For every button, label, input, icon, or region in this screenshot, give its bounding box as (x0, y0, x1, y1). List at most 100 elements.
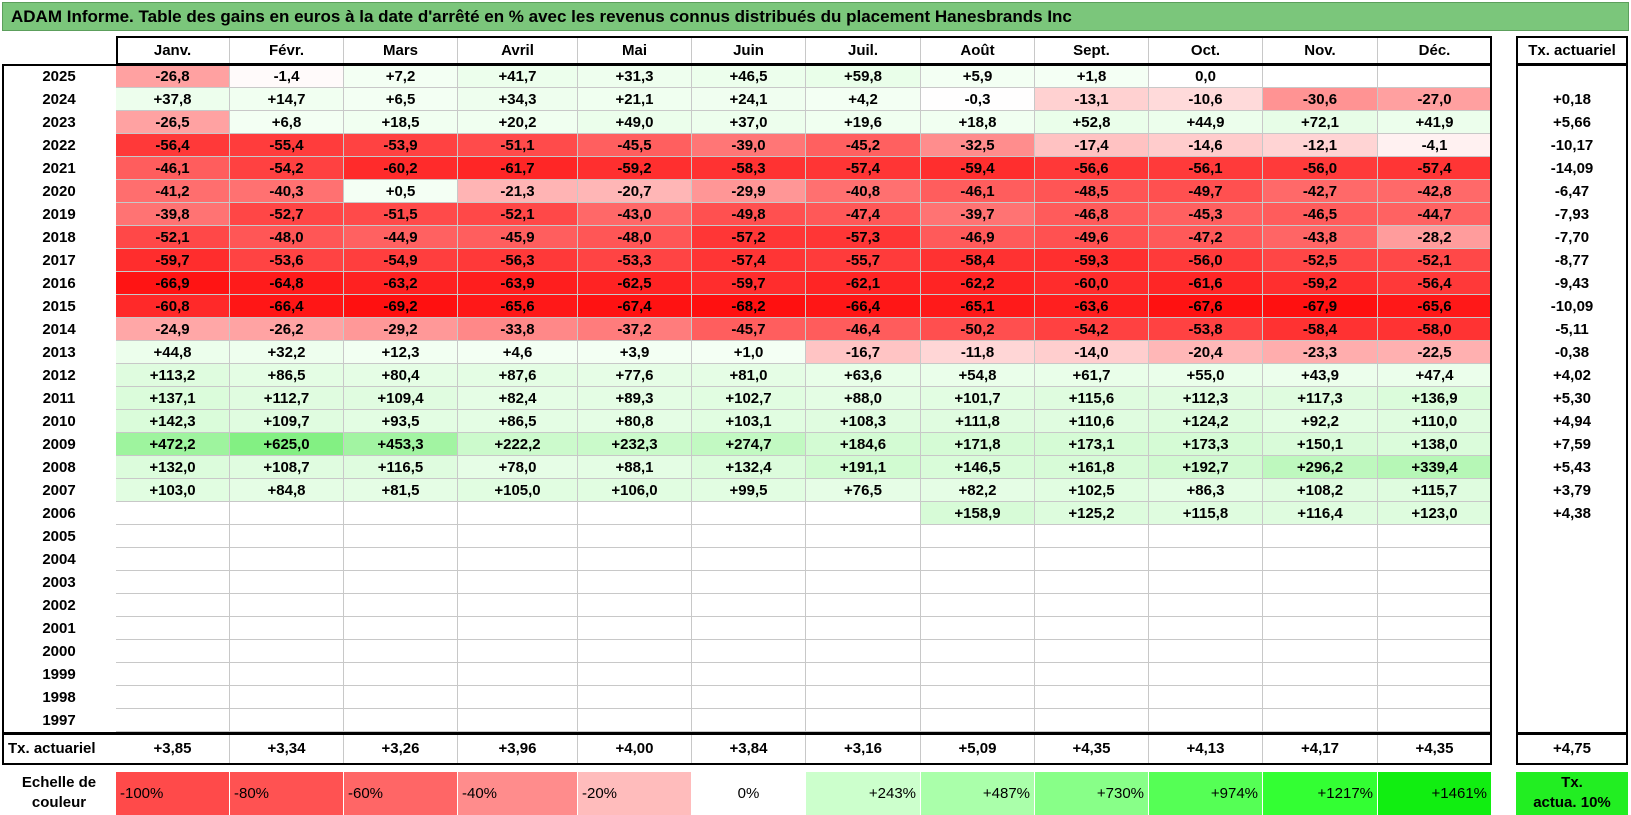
table-cell (116, 525, 230, 548)
table-cell (921, 640, 1035, 663)
table-cell: +4,6 (458, 341, 578, 364)
table-cell (116, 502, 230, 525)
table-cell: +625,0 (230, 433, 344, 456)
row-rate: -10,09 (1550, 298, 1594, 315)
table-cell: +142,3 (116, 410, 230, 433)
table-cell: +112,7 (230, 387, 344, 410)
table-cell: +110,0 (1378, 410, 1492, 433)
table-cell: -57,4 (806, 157, 921, 180)
table-cell: +132,4 (692, 456, 806, 479)
table-cell: +173,3 (1149, 433, 1263, 456)
table-cell: +32,2 (230, 341, 344, 364)
table-cell: -67,9 (1263, 295, 1378, 318)
table-cell: +99,5 (692, 479, 806, 502)
table-cell: -43,8 (1263, 226, 1378, 249)
table-cell: -42,8 (1378, 180, 1492, 203)
table-cell: +109,4 (344, 387, 458, 410)
table-cell (458, 594, 578, 617)
table-cell (806, 709, 921, 732)
table-cell: -62,5 (578, 272, 692, 295)
row-rate (1516, 594, 1628, 617)
table-cell: -65,6 (458, 295, 578, 318)
table-cell: -65,6 (1378, 295, 1492, 318)
table-cell (806, 502, 921, 525)
table-cell: +105,0 (458, 479, 578, 502)
table-cell: +76,5 (806, 479, 921, 502)
table-cell (1149, 686, 1263, 709)
table-cell (806, 617, 921, 640)
table-cell (1263, 686, 1378, 709)
table-cell: +37,8 (116, 88, 230, 111)
table-cell (116, 571, 230, 594)
table-cell: +115,7 (1378, 479, 1492, 502)
scale-swatch: -80% (230, 772, 344, 815)
table-cell: +34,3 (458, 88, 578, 111)
table-cell: +18,8 (921, 111, 1035, 134)
month-header-8: Août (921, 37, 1035, 64)
table-cell: +106,0 (578, 479, 692, 502)
table-cell: -58,4 (1263, 318, 1378, 341)
table-cell: +41,7 (458, 65, 578, 88)
table-cell: +86,5 (458, 410, 578, 433)
table-cell: +12,3 (344, 341, 458, 364)
table-cell: 0,0 (1149, 65, 1263, 88)
table-cell: -59,3 (1035, 249, 1149, 272)
table-cell: -48,0 (578, 226, 692, 249)
table-cell: -53,3 (578, 249, 692, 272)
table-cell: +63,6 (806, 364, 921, 387)
table-cell: -52,7 (230, 203, 344, 226)
table-cell: -51,5 (344, 203, 458, 226)
table-cell: -40,3 (230, 180, 344, 203)
table-cell (1035, 617, 1149, 640)
table-cell (1263, 548, 1378, 571)
table-cell: -46,8 (1035, 203, 1149, 226)
year-label: 2008 (42, 459, 76, 476)
table-cell (692, 594, 806, 617)
table-cell (921, 594, 1035, 617)
table-cell: -59,7 (116, 249, 230, 272)
table-cell: +115,6 (1035, 387, 1149, 410)
table-cell: -14,6 (1149, 134, 1263, 157)
year-label: 2012 (42, 367, 76, 384)
scale-swatch: +730% (1035, 772, 1149, 815)
table-cell (1149, 594, 1263, 617)
year-label: 2015 (42, 298, 76, 315)
table-cell: +61,7 (1035, 364, 1149, 387)
year-label: 2005 (42, 528, 76, 545)
month-header-12: Déc. (1378, 37, 1492, 64)
year-label: 2007 (42, 482, 76, 499)
table-cell: -55,7 (806, 249, 921, 272)
table-cell: -58,0 (1378, 318, 1492, 341)
year-label: 1999 (42, 666, 76, 683)
footer-cell: +3,85 (116, 734, 230, 764)
table-cell: -63,6 (1035, 295, 1149, 318)
row-rate: -10,17 (1550, 137, 1594, 154)
row-rate (1516, 571, 1628, 594)
year-label: 2009 (42, 436, 76, 453)
table-cell: -46,9 (921, 226, 1035, 249)
table-cell (1035, 686, 1149, 709)
table-cell: +19,6 (806, 111, 921, 134)
row-rate: +3,79 (1553, 482, 1591, 499)
year-label: 2016 (42, 275, 76, 292)
table-cell (230, 617, 344, 640)
table-cell (116, 640, 230, 663)
table-cell (458, 709, 578, 732)
year-label: 1998 (42, 689, 76, 706)
table-cell (344, 594, 458, 617)
table-cell: +137,1 (116, 387, 230, 410)
report-title: ADAM Informe. Table des gains en euros à… (2, 2, 1629, 31)
footer-cell: +3,96 (458, 734, 578, 764)
table-cell: -0,3 (921, 88, 1035, 111)
table-cell: -12,1 (1263, 134, 1378, 157)
table-cell: -39,7 (921, 203, 1035, 226)
table-cell: -22,5 (1378, 341, 1492, 364)
table-cell: +80,4 (344, 364, 458, 387)
table-cell (1378, 571, 1492, 594)
table-cell: -33,8 (458, 318, 578, 341)
table-cell (1149, 709, 1263, 732)
table-cell (578, 594, 692, 617)
table-cell (578, 617, 692, 640)
table-cell (921, 686, 1035, 709)
footer-label: Tx. actuariel (8, 740, 96, 757)
